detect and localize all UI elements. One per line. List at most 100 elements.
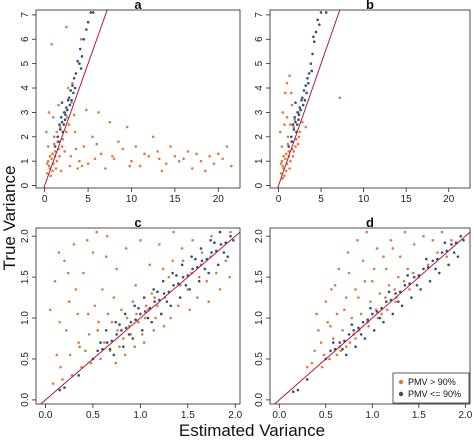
point-pmv-high bbox=[51, 169, 54, 173]
point-pmv-high bbox=[125, 125, 129, 129]
point-pmv-high bbox=[188, 308, 192, 312]
point-pmv-high bbox=[294, 145, 297, 148]
point-pmv-low bbox=[146, 316, 150, 320]
point-pmv-low bbox=[89, 11, 92, 14]
point-pmv-high bbox=[47, 111, 51, 114]
point-pmv-low bbox=[378, 316, 382, 320]
point-pmv-high bbox=[394, 300, 397, 303]
point-pmv-high bbox=[304, 125, 308, 129]
point-pmv-high bbox=[133, 345, 136, 349]
point-pmv-high bbox=[365, 230, 369, 234]
point-pmv-high bbox=[230, 164, 233, 168]
point-pmv-low bbox=[226, 255, 229, 258]
point-pmv-low bbox=[312, 40, 316, 43]
point-pmv-low bbox=[296, 111, 300, 114]
point-pmv-high bbox=[134, 284, 137, 287]
y-tick-label-d: 2.0 bbox=[254, 229, 265, 243]
point-pmv-high bbox=[369, 300, 372, 303]
point-pmv-high bbox=[137, 320, 140, 324]
x-tick-label-c: 0.5 bbox=[86, 410, 100, 421]
point-pmv-high bbox=[70, 101, 73, 104]
point-pmv-high bbox=[63, 259, 66, 263]
y-tick-label-a: 1 bbox=[20, 158, 31, 164]
point-pmv-high bbox=[411, 271, 415, 275]
point-pmv-high bbox=[384, 296, 387, 299]
point-pmv-high bbox=[103, 341, 106, 344]
point-pmv-high bbox=[328, 357, 331, 361]
point-pmv-high bbox=[135, 312, 138, 316]
point-pmv-low bbox=[199, 247, 203, 250]
point-pmv-low bbox=[410, 296, 413, 299]
point-pmv-high bbox=[93, 157, 97, 161]
point-pmv-low bbox=[319, 11, 323, 14]
point-pmv-high bbox=[210, 234, 213, 238]
point-pmv-low bbox=[137, 306, 140, 310]
point-pmv-high bbox=[118, 345, 121, 349]
point-pmv-high bbox=[324, 300, 328, 303]
point-pmv-low bbox=[363, 337, 367, 340]
point-pmv-high bbox=[348, 341, 352, 344]
point-pmv-low bbox=[324, 11, 328, 14]
point-pmv-low bbox=[188, 288, 192, 291]
point-pmv-low bbox=[70, 98, 73, 102]
panel-title-a: a bbox=[134, 0, 142, 12]
point-pmv-high bbox=[450, 238, 453, 242]
point-pmv-high bbox=[293, 118, 296, 122]
point-pmv-high bbox=[156, 304, 159, 308]
y-tick-label-d: 0.5 bbox=[254, 352, 265, 366]
y-tick-label-a: 2 bbox=[20, 134, 31, 140]
point-pmv-high bbox=[317, 329, 320, 332]
point-pmv-low bbox=[129, 320, 133, 324]
point-pmv-high bbox=[171, 259, 174, 263]
point-pmv-high bbox=[341, 329, 344, 332]
point-pmv-low bbox=[91, 11, 95, 14]
point-pmv-high bbox=[284, 152, 288, 156]
point-pmv-high bbox=[290, 103, 294, 107]
point-pmv-low bbox=[53, 145, 57, 148]
point-pmv-high bbox=[123, 353, 127, 357]
point-pmv-high bbox=[78, 159, 81, 163]
point-pmv-high bbox=[69, 155, 73, 158]
point-pmv-high bbox=[205, 279, 209, 283]
point-pmv-low bbox=[289, 135, 293, 139]
point-pmv-high bbox=[320, 365, 324, 369]
point-pmv-high bbox=[224, 259, 228, 263]
point-pmv-high bbox=[229, 230, 232, 234]
point-pmv-high bbox=[286, 135, 290, 139]
point-pmv-high bbox=[91, 251, 95, 254]
point-pmv-high bbox=[148, 263, 152, 267]
point-pmv-high bbox=[68, 164, 72, 168]
point-pmv-high bbox=[73, 130, 77, 134]
point-pmv-high bbox=[82, 271, 85, 275]
x-tick-label-d: 2.0 bbox=[458, 410, 472, 421]
point-pmv-high bbox=[296, 142, 300, 146]
point-pmv-low bbox=[131, 337, 135, 340]
point-pmv-high bbox=[288, 167, 291, 170]
point-pmv-high bbox=[228, 275, 231, 279]
point-pmv-high bbox=[181, 259, 185, 263]
point-pmv-high bbox=[197, 275, 201, 279]
point-pmv-low bbox=[359, 333, 363, 336]
point-pmv-low bbox=[213, 241, 216, 245]
point-pmv-low bbox=[306, 76, 309, 80]
point-pmv-high bbox=[152, 329, 155, 332]
point-pmv-low bbox=[120, 329, 123, 332]
point-pmv-high bbox=[158, 243, 161, 246]
point-pmv-low bbox=[124, 326, 128, 330]
point-pmv-low bbox=[64, 113, 67, 117]
point-pmv-high bbox=[53, 150, 57, 153]
point-pmv-high bbox=[114, 361, 117, 365]
point-pmv-high bbox=[52, 142, 56, 146]
y-tick-label-d: 1.0 bbox=[254, 311, 265, 325]
point-pmv-high bbox=[85, 238, 89, 242]
point-pmv-low bbox=[207, 271, 210, 275]
point-pmv-low bbox=[447, 263, 450, 267]
point-pmv-low bbox=[382, 320, 385, 324]
point-pmv-low bbox=[72, 91, 75, 95]
y-tick-label-c: 0.5 bbox=[20, 352, 31, 366]
point-pmv-low bbox=[296, 388, 300, 392]
point-pmv-low bbox=[366, 318, 369, 321]
point-pmv-high bbox=[172, 230, 175, 234]
y-tick-label-a: 0 bbox=[20, 182, 31, 188]
point-pmv-high bbox=[199, 159, 203, 163]
